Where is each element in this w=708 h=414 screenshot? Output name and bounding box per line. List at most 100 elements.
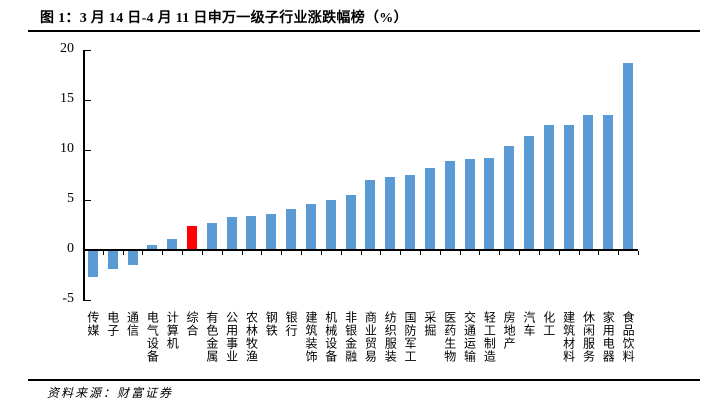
- y-tick-label: 15: [60, 91, 74, 106]
- category-label: 公用事业: [224, 311, 239, 363]
- x-axis-tick: [122, 251, 124, 255]
- x-axis-tick: [618, 251, 620, 255]
- category-label: 电子: [105, 311, 120, 337]
- bar: [305, 204, 316, 250]
- x-axis-tick: [578, 251, 580, 255]
- bar: [603, 115, 614, 250]
- y-axis-tick: [85, 100, 91, 101]
- x-axis-tick: [419, 251, 421, 255]
- category-label: 农林牧渔: [244, 311, 259, 363]
- category-label: 汽车: [521, 311, 536, 337]
- bar: [464, 159, 475, 250]
- x-axis-tick: [459, 251, 461, 255]
- y-axis-tick: [85, 300, 91, 301]
- x-axis-tick: [83, 251, 84, 255]
- bar: [623, 63, 634, 250]
- x-axis-tick: [479, 251, 481, 255]
- bar: [107, 250, 118, 269]
- y-tick-label: 20: [60, 41, 74, 56]
- x-axis-tick: [519, 251, 521, 255]
- category-label: 非银金融: [343, 311, 358, 363]
- bar: [405, 175, 416, 250]
- category-label: 通信: [125, 311, 140, 337]
- category-label: 休闲服务: [581, 311, 596, 363]
- bar: [365, 180, 376, 250]
- bar: [444, 161, 455, 250]
- x-axis-tick: [340, 251, 342, 255]
- y-tick-label: 5: [67, 191, 74, 206]
- x-axis-tick: [261, 251, 263, 255]
- x-axis-tick: [380, 251, 382, 255]
- bar: [266, 214, 277, 250]
- bar: [226, 217, 237, 250]
- y-tick-label: -5: [62, 291, 74, 306]
- data-source-note: 资料来源：财富证券: [47, 386, 174, 400]
- x-axis-tick: [102, 251, 104, 255]
- bar: [385, 177, 396, 250]
- bar: [563, 125, 574, 250]
- x-axis-tick: [241, 251, 243, 255]
- category-label: 化工: [541, 311, 556, 337]
- y-axis-tick: [85, 150, 91, 151]
- bar: [345, 195, 356, 250]
- category-label: 交通运输: [462, 311, 477, 363]
- category-label: 钢铁: [264, 311, 279, 337]
- category-label: 有色金属: [204, 311, 219, 363]
- x-axis-tick: [301, 251, 303, 255]
- category-label: 房地产: [502, 311, 517, 350]
- y-tick-label: 0: [67, 241, 74, 256]
- x-axis: [83, 249, 638, 251]
- category-label: 电气设备: [145, 311, 160, 363]
- category-label: 食品饮料: [621, 311, 636, 363]
- category-label: 采掘: [422, 311, 437, 337]
- bar: [424, 168, 435, 250]
- x-axis-tick: [598, 251, 600, 255]
- bar: [206, 223, 217, 250]
- y-axis: [83, 50, 85, 301]
- footer-divider: [28, 379, 700, 381]
- x-axis-tick: [182, 251, 184, 255]
- category-label: 医药生物: [442, 311, 457, 363]
- bar: [167, 239, 178, 250]
- category-label: 纺织服装: [383, 311, 398, 363]
- x-axis-tick: [558, 251, 560, 255]
- x-axis-tick: [201, 251, 203, 255]
- bar: [87, 250, 98, 277]
- bar: [504, 146, 515, 250]
- bar: [127, 250, 138, 265]
- header-divider: [28, 30, 700, 32]
- bar: [484, 158, 495, 250]
- x-axis-tick: [439, 251, 441, 255]
- bar: [325, 200, 336, 250]
- category-label: 建筑材料: [561, 311, 576, 363]
- y-axis-tick: [85, 50, 91, 51]
- x-axis-tick: [400, 251, 402, 255]
- category-label: 轻工制造: [482, 311, 497, 363]
- x-axis-tick: [221, 251, 223, 255]
- x-axis-tick: [162, 251, 164, 255]
- y-axis-tick: [85, 200, 91, 201]
- bar: [147, 245, 158, 250]
- bar: [543, 125, 554, 250]
- x-axis-tick: [360, 251, 362, 255]
- category-label: 计算机: [165, 311, 180, 350]
- bar-highlighted: [187, 226, 198, 250]
- category-label: 建筑装饰: [303, 311, 318, 363]
- y-tick-label: 10: [60, 141, 74, 156]
- category-label: 家用电器: [601, 311, 616, 363]
- bar: [583, 115, 594, 250]
- x-axis-tick: [281, 251, 283, 255]
- x-axis-tick: [638, 251, 639, 255]
- category-label: 综合: [185, 311, 200, 337]
- category-label: 商业贸易: [363, 311, 378, 363]
- x-axis-tick: [320, 251, 322, 255]
- category-label: 传媒: [85, 311, 100, 337]
- x-axis-tick: [142, 251, 144, 255]
- x-axis-tick: [499, 251, 501, 255]
- bar: [523, 136, 534, 250]
- x-axis-tick: [538, 251, 540, 255]
- category-label: 机械设备: [323, 311, 338, 363]
- category-label: 银行: [284, 311, 299, 337]
